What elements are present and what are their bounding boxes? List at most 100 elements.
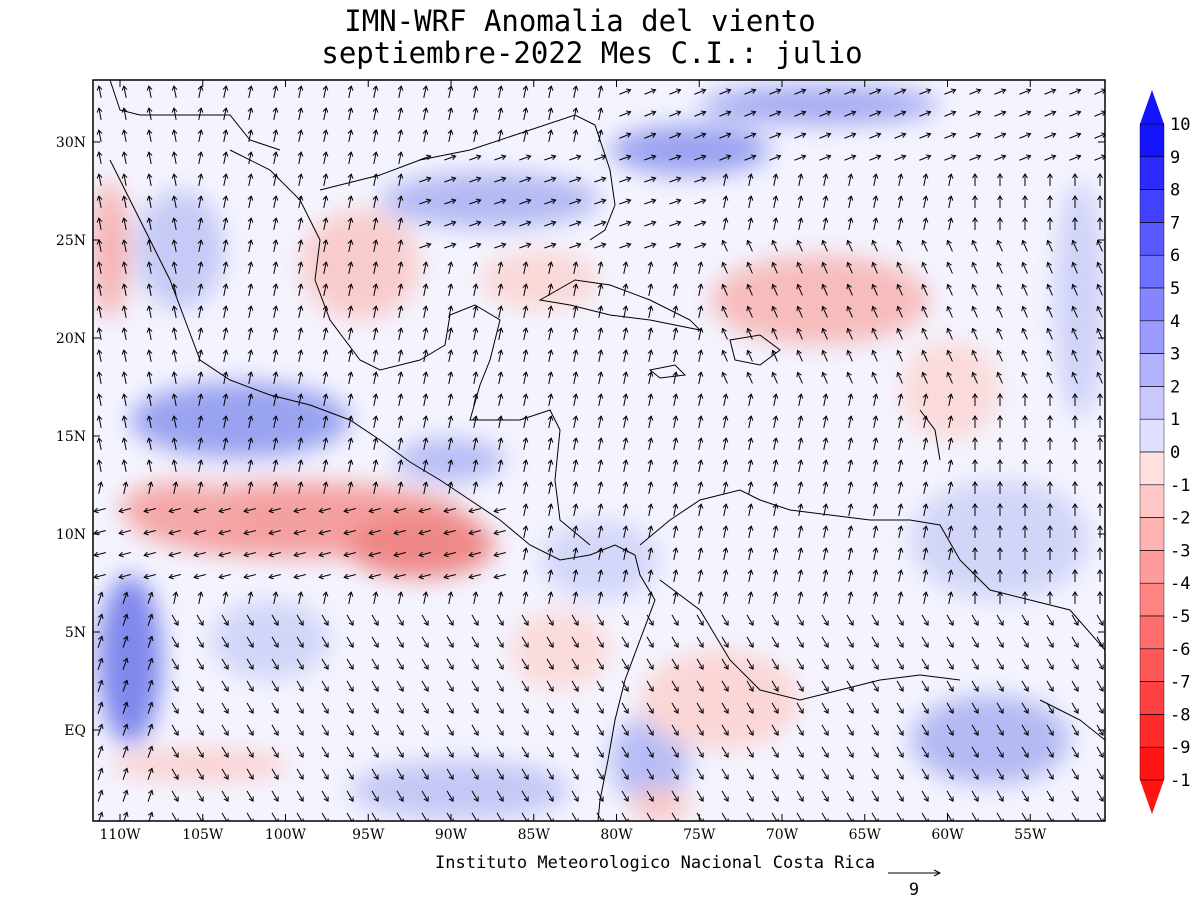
wind-vector — [921, 261, 928, 274]
wind-vector — [772, 525, 779, 538]
wind-vector — [396, 746, 404, 758]
wind-vector — [597, 481, 604, 494]
wind-vector — [468, 507, 481, 514]
wind-vector — [747, 525, 754, 538]
wind-vector — [746, 261, 753, 274]
wind-vector — [1072, 173, 1078, 186]
wind-vector — [421, 702, 429, 714]
wind-vector — [368, 507, 381, 514]
wind-vector — [322, 129, 329, 142]
wind-vector — [522, 349, 529, 362]
wind-vector — [946, 239, 953, 252]
wind-vector — [572, 459, 579, 472]
wind-vector — [896, 327, 903, 340]
wind-vector — [872, 525, 879, 538]
wind-vector — [547, 371, 554, 384]
colorbar-label: -1 — [1170, 771, 1190, 791]
wind-vector — [1071, 768, 1079, 780]
wind-vector — [821, 305, 828, 318]
wind-vector — [1072, 393, 1078, 406]
colorbar-label: 8 — [1170, 181, 1180, 201]
wind-vector — [996, 349, 1003, 362]
wind-vector — [297, 591, 304, 604]
wind-vector — [697, 305, 704, 318]
wind-vector — [772, 415, 779, 428]
wind-vector — [846, 349, 853, 362]
wind-vector — [1047, 173, 1053, 186]
wind-vector — [822, 459, 829, 472]
colorbar-segment — [1139, 517, 1165, 551]
wind-vector — [222, 283, 229, 296]
colorbar-segment — [1139, 320, 1165, 354]
wind-vector — [744, 110, 757, 117]
wind-vector — [971, 702, 979, 714]
wind-vector — [597, 415, 604, 428]
wind-vector — [946, 305, 953, 318]
wind-vector — [896, 636, 904, 648]
wind-vector — [947, 503, 954, 516]
wind-vector — [969, 132, 982, 139]
wind-vector — [771, 371, 778, 384]
wind-vector — [197, 591, 204, 604]
wind-vector — [221, 768, 229, 780]
wind-vector — [721, 349, 728, 362]
wind-vector — [772, 217, 779, 230]
wind-vector — [247, 85, 254, 98]
wind-vector — [822, 195, 829, 208]
wind-vector — [447, 459, 454, 472]
wind-vector — [322, 239, 329, 252]
wind-vector — [896, 790, 904, 802]
wind-vector — [746, 614, 754, 626]
wind-vector — [1071, 790, 1079, 802]
wind-vector — [822, 393, 829, 406]
wind-vector — [1072, 503, 1078, 516]
colorbar-label: -2 — [1170, 509, 1190, 529]
wind-vector — [971, 746, 979, 758]
wind-vector — [197, 415, 204, 428]
wind-vector — [822, 503, 829, 516]
wind-vector — [247, 129, 254, 142]
wind-vector — [146, 437, 153, 450]
wind-vector — [594, 176, 607, 183]
wind-vector — [347, 261, 354, 274]
wind-vector — [596, 658, 604, 670]
wind-vector — [146, 151, 153, 164]
wind-vector — [196, 636, 204, 648]
wind-vector — [96, 217, 103, 230]
wind-vector — [446, 658, 454, 670]
wind-vector — [619, 198, 632, 205]
wind-vector — [296, 614, 304, 626]
wind-vector — [296, 658, 304, 670]
wind-vector — [994, 88, 1007, 95]
wind-vector — [247, 151, 254, 164]
wind-vector — [221, 724, 229, 736]
wind-vector — [271, 658, 279, 670]
wind-vector — [143, 551, 156, 558]
wind-vector — [1022, 547, 1028, 560]
wind-vector — [1044, 110, 1057, 117]
colorbar-label: 4 — [1170, 312, 1180, 332]
wind-vector — [497, 261, 504, 274]
longitude-label: 60W — [931, 827, 964, 843]
latitude-label: EQ — [64, 723, 86, 739]
wind-vector — [272, 85, 279, 98]
wind-vector — [297, 459, 304, 472]
wind-vector — [372, 415, 379, 428]
wind-vector — [769, 154, 782, 161]
wind-vector — [96, 393, 103, 406]
wind-vector — [646, 680, 654, 692]
wind-vector — [697, 371, 704, 384]
wind-vector — [171, 724, 179, 736]
wind-vector — [797, 393, 804, 406]
wind-vector — [321, 812, 329, 821]
wind-vector — [672, 305, 679, 318]
wind-vector — [597, 261, 604, 274]
wind-vector — [1021, 305, 1028, 318]
wind-vector — [821, 768, 829, 780]
wind-vector — [297, 437, 304, 450]
wind-vector — [847, 525, 854, 538]
wind-vector — [872, 173, 879, 186]
wind-vector — [597, 569, 604, 582]
wind-vector — [722, 217, 729, 230]
wind-vector — [796, 614, 804, 626]
